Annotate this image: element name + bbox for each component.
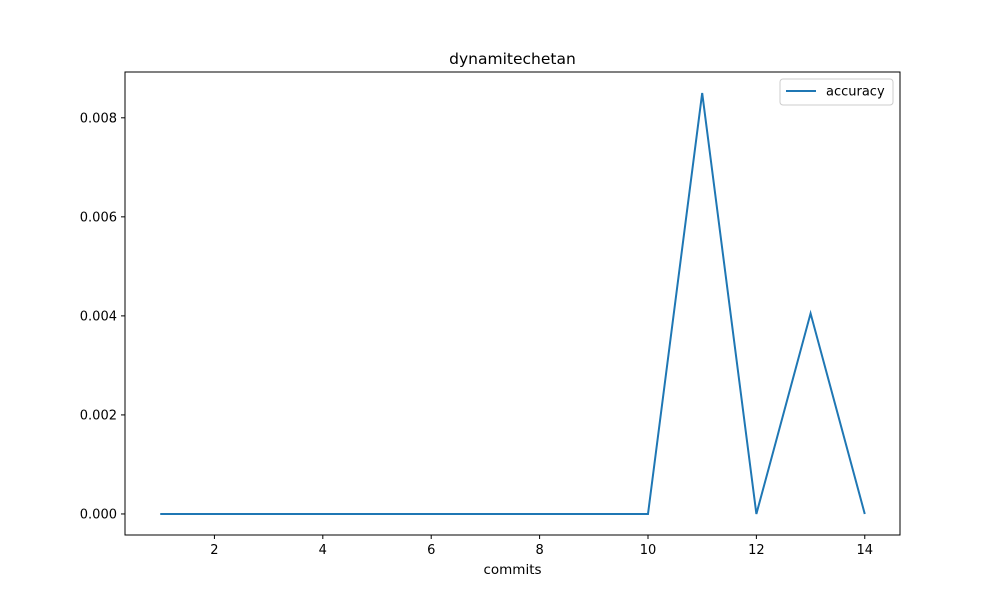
y-tick-label: 0.006: [80, 210, 117, 225]
plot-lines: [160, 92, 866, 515]
legend-box: [779, 78, 894, 106]
x-tick-label: 14: [856, 543, 873, 558]
x-tick-label: 6: [427, 543, 435, 558]
x-tick-label: 8: [535, 543, 543, 558]
y-tick-label: 0.000: [80, 507, 117, 522]
x-axis-ticks: 2 4 6 8 10 12 14: [210, 535, 873, 558]
series-line-accuracy: [160, 92, 866, 515]
x-tick-label: 2: [210, 543, 218, 558]
legend-label: accuracy: [826, 85, 885, 100]
legend: accuracy: [779, 78, 894, 106]
x-axis-label: commits: [483, 562, 541, 578]
y-tick-label: 0.004: [80, 309, 117, 324]
plot-area-frame: [124, 71, 901, 536]
x-tick-label: 4: [319, 543, 327, 558]
y-tick-label: 0.008: [80, 111, 117, 126]
y-tick-label: 0.002: [80, 408, 117, 423]
x-tick-label: 10: [640, 543, 657, 558]
x-tick-label: 12: [748, 543, 765, 558]
y-axis-ticks: 0.000 0.002 0.004 0.006 0.008: [80, 111, 125, 522]
chart-title: dynamitechetan: [449, 50, 576, 68]
